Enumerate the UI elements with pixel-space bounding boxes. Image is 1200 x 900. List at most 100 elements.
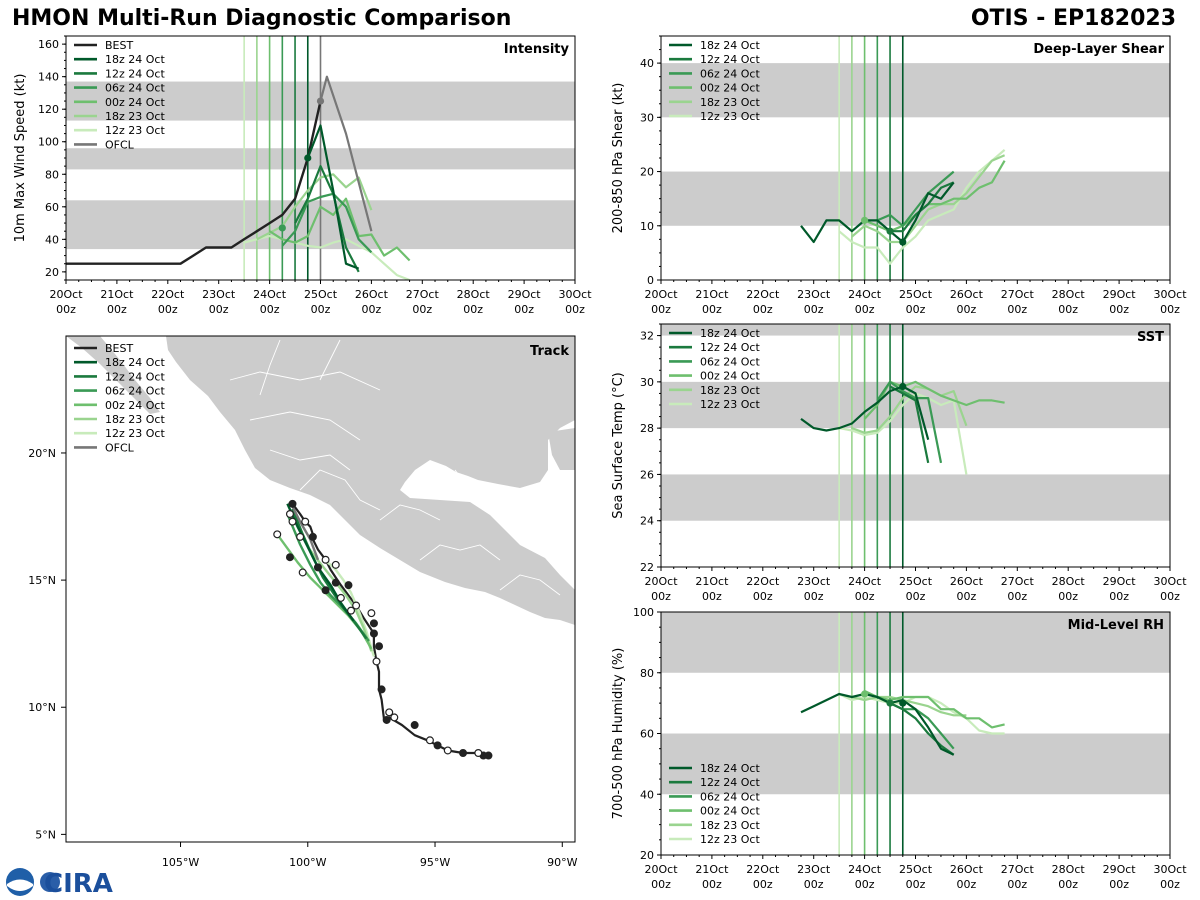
legend-label: BEST bbox=[105, 342, 133, 355]
y-tick-label: 24 bbox=[640, 515, 654, 528]
x-tick-label-day: 24Oct bbox=[848, 575, 882, 588]
x-tick-label-hour: 00z bbox=[651, 590, 671, 603]
best-track-position bbox=[288, 499, 297, 508]
legend-label: 12z 23 Oct bbox=[105, 427, 165, 440]
best-track-position bbox=[347, 606, 356, 615]
y-tick-label: 60 bbox=[640, 728, 654, 741]
shear-chart: 0 10 20 30 40 20Oct 00z 21Oct 00z 22Oct 00z 23Oct 00… bbox=[611, 35, 1187, 316]
y-tick-label: 10 bbox=[640, 220, 654, 233]
y-axis-label: Sea Surface Temp (°C) bbox=[611, 372, 626, 519]
best-track-position bbox=[425, 736, 434, 745]
init-marker bbox=[899, 238, 907, 246]
best-track-position bbox=[273, 530, 282, 539]
series-group bbox=[66, 75, 411, 280]
x-tick-label-hour: 00z bbox=[463, 303, 483, 316]
init-marker bbox=[899, 699, 907, 707]
init-marker bbox=[304, 154, 312, 162]
x-tick-label-day: 27Oct bbox=[1001, 863, 1035, 876]
lon-tick-label: 90°W bbox=[547, 856, 577, 869]
x-tick-label-hour: 00z bbox=[1109, 303, 1129, 316]
y-axis-label: 10m Max Wind Speed (kt) bbox=[13, 74, 28, 243]
x-tick-label-hour: 00z bbox=[855, 878, 875, 891]
legend-label: 12z 23 Oct bbox=[105, 124, 165, 137]
best-track-position bbox=[308, 532, 317, 541]
series-line-ofcl bbox=[319, 75, 373, 232]
series-line-18z-23-oct bbox=[851, 695, 967, 717]
best-track-position bbox=[313, 563, 322, 572]
best-track-position bbox=[331, 578, 340, 587]
x-tick-label-day: 30Oct bbox=[1153, 575, 1187, 588]
y-tick-label: 80 bbox=[640, 667, 654, 680]
x-tick-label-hour: 00z bbox=[702, 878, 722, 891]
x-tick-label-hour: 00z bbox=[957, 590, 977, 603]
x-tick-label-hour: 00z bbox=[412, 303, 432, 316]
x-tick-label-hour: 00z bbox=[1160, 303, 1180, 316]
x-tick-label-day: 22Oct bbox=[746, 288, 780, 301]
legend-label: 06z 24 Oct bbox=[700, 355, 760, 368]
legend-label: 12z 24 Oct bbox=[105, 67, 165, 80]
state-border bbox=[454, 469, 481, 501]
state-border bbox=[299, 469, 381, 511]
best-track-position bbox=[410, 721, 419, 730]
state-border bbox=[229, 371, 381, 391]
x-tick-label-hour: 00z bbox=[565, 303, 585, 316]
threshold-band bbox=[661, 474, 1170, 521]
x-tick-label-hour: 00z bbox=[158, 303, 178, 316]
map-layer bbox=[66, 336, 575, 760]
threshold-band bbox=[661, 171, 1170, 226]
series-line-18z-24-oct bbox=[800, 692, 955, 756]
legend-label: 12z 23 Oct bbox=[700, 833, 760, 846]
x-tick-label-day: 23Oct bbox=[797, 288, 831, 301]
panel-title: Intensity bbox=[504, 42, 570, 57]
y-tick-label: 80 bbox=[45, 168, 59, 181]
x-tick-label-day: 21Oct bbox=[695, 575, 729, 588]
legend-label: 00z 24 Oct bbox=[700, 805, 760, 818]
best-track-position bbox=[367, 609, 376, 618]
x-tick-label-day: 30Oct bbox=[1153, 288, 1187, 301]
x-tick-label-hour: 00z bbox=[855, 303, 875, 316]
best-track-position bbox=[385, 708, 394, 717]
x-tick-label-day: 26Oct bbox=[950, 863, 984, 876]
x-tick-label-day: 27Oct bbox=[1001, 288, 1035, 301]
y-tick-label: 30 bbox=[640, 111, 654, 124]
x-tick-label-hour: 00z bbox=[651, 303, 671, 316]
best-track-position bbox=[369, 629, 378, 638]
legend-label: 18z 24 Oct bbox=[105, 53, 165, 66]
y-tick-label: 100 bbox=[633, 606, 654, 619]
x-tick-label-day: 25Oct bbox=[899, 575, 933, 588]
series-line-12z-24-oct bbox=[294, 165, 360, 273]
panel-title: Track bbox=[530, 344, 569, 359]
x-tick-label-day: 22Oct bbox=[746, 863, 780, 876]
x-tick-label-day: 20Oct bbox=[644, 575, 678, 588]
x-tick-label-hour: 00z bbox=[1058, 590, 1078, 603]
best-track-position bbox=[344, 581, 353, 590]
panel-title: Mid-Level RH bbox=[1068, 618, 1164, 633]
x-tick-label-hour: 00z bbox=[514, 303, 534, 316]
init-marker bbox=[861, 216, 869, 224]
best-track-position bbox=[474, 749, 483, 758]
best-track-position bbox=[352, 601, 361, 610]
legend-label: 12z 23 Oct bbox=[700, 398, 760, 411]
best-track-position bbox=[331, 560, 340, 569]
x-tick-label-day: 29Oct bbox=[508, 288, 542, 301]
y-tick-label: 60 bbox=[45, 201, 59, 214]
x-tick-label-hour: 00z bbox=[1109, 878, 1129, 891]
series-line-18z-23-oct bbox=[851, 154, 1006, 244]
y-tick-label: 30 bbox=[640, 376, 654, 389]
series-line-06z-24-oct bbox=[876, 380, 943, 464]
x-tick-label-hour: 00z bbox=[957, 303, 977, 316]
legend-label: 18z 24 Oct bbox=[105, 356, 165, 369]
series-line-12z-24-oct bbox=[889, 702, 955, 756]
best-track-position bbox=[390, 713, 399, 722]
series-line-00z-24-oct bbox=[864, 690, 1005, 729]
x-tick-label-day: 27Oct bbox=[406, 288, 440, 301]
y-tick-label: 40 bbox=[45, 233, 59, 246]
best-track-position bbox=[372, 657, 381, 666]
series-group bbox=[800, 380, 1005, 475]
panel-title: Deep-Layer Shear bbox=[1033, 42, 1164, 57]
x-tick-label-day: 21Oct bbox=[100, 288, 134, 301]
x-tick-label-hour: 00z bbox=[957, 878, 977, 891]
best-track-position bbox=[296, 532, 305, 541]
y-tick-label: 28 bbox=[640, 422, 654, 435]
x-tick-label-hour: 00z bbox=[209, 303, 229, 316]
